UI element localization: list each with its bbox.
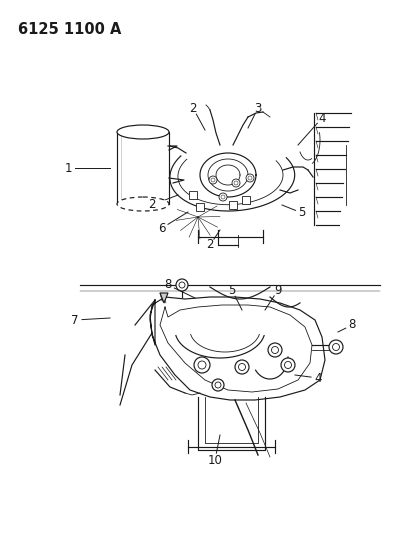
Text: 5: 5	[298, 206, 305, 220]
FancyBboxPatch shape	[229, 201, 236, 209]
FancyBboxPatch shape	[241, 196, 249, 204]
FancyBboxPatch shape	[189, 191, 196, 199]
Circle shape	[209, 176, 216, 184]
Circle shape	[214, 382, 220, 388]
Circle shape	[284, 361, 291, 368]
Text: 8: 8	[164, 279, 171, 292]
Text: 6125 1100 A: 6125 1100 A	[18, 22, 121, 37]
Circle shape	[271, 346, 278, 353]
Circle shape	[234, 360, 248, 374]
Circle shape	[231, 179, 239, 187]
Circle shape	[234, 181, 237, 185]
Text: 2: 2	[189, 101, 196, 115]
Ellipse shape	[117, 197, 169, 211]
Circle shape	[247, 176, 252, 180]
Text: 10: 10	[207, 454, 222, 466]
Circle shape	[280, 358, 294, 372]
Circle shape	[175, 279, 188, 291]
FancyBboxPatch shape	[117, 132, 169, 204]
Text: 7: 7	[71, 313, 79, 327]
Circle shape	[267, 343, 281, 357]
Text: 9: 9	[274, 284, 281, 296]
Circle shape	[220, 195, 225, 199]
Text: 5: 5	[228, 284, 235, 296]
Circle shape	[211, 178, 214, 182]
Circle shape	[332, 343, 339, 351]
Circle shape	[218, 193, 227, 201]
Text: 4: 4	[317, 111, 325, 125]
Text: 3: 3	[254, 101, 261, 115]
FancyBboxPatch shape	[196, 203, 204, 211]
Circle shape	[245, 174, 254, 182]
Text: 8: 8	[348, 319, 355, 332]
Circle shape	[211, 379, 223, 391]
Text: 2: 2	[148, 198, 155, 212]
Circle shape	[238, 364, 245, 370]
Circle shape	[328, 340, 342, 354]
Circle shape	[193, 357, 209, 373]
Circle shape	[179, 282, 184, 288]
Circle shape	[198, 361, 205, 369]
Ellipse shape	[117, 125, 169, 139]
Text: 1: 1	[64, 161, 72, 174]
Text: 2: 2	[206, 238, 213, 252]
Text: 6: 6	[158, 222, 165, 235]
Text: 4: 4	[313, 372, 321, 384]
Polygon shape	[160, 293, 168, 303]
